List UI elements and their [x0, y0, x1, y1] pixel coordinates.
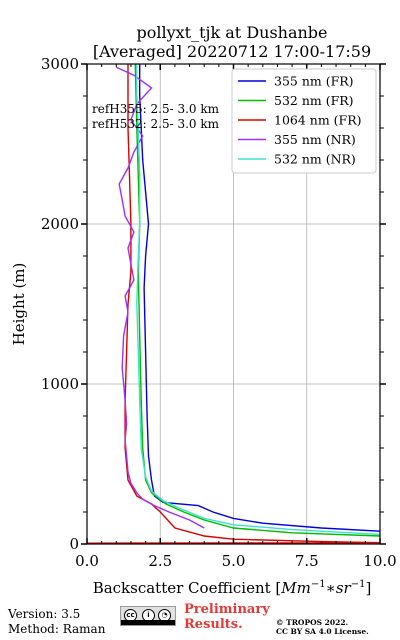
legend-label-3: 355 nm (NR) — [274, 132, 356, 147]
series-line-4 — [136, 64, 380, 536]
legend-label-1: 532 nm (FR) — [274, 93, 354, 108]
legend-label-2: 1064 nm (FR) — [274, 113, 362, 128]
preliminary-line-1: Preliminary — [184, 602, 270, 617]
y-tick-label-3: 3000 — [41, 55, 79, 73]
chart-title-line-2: [Averaged] 20220712 17:00-17:59 — [92, 42, 372, 61]
backscatter-profile-chart: 0.0 2.5 5.0 7.5 10.0 0 1000 2000 3000 refH355: 2… — [10, 55, 397, 597]
legend: 355 nm (FR) 532 nm (FR) 1064 nm (FR) 355 nm… — [231, 68, 377, 174]
annotation-refh355: refH355: 2.5- 3.0 km — [92, 102, 220, 116]
legend-box — [231, 68, 377, 174]
y-axis-label: Height (m) — [10, 263, 28, 346]
y-tick-label-1: 1000 — [41, 375, 79, 393]
preliminary-line-2: Results. — [184, 617, 243, 632]
x-axis-label-mid: ∗sr — [326, 579, 352, 597]
y-tick-label-2: 2000 — [41, 215, 79, 233]
legend-label-4: 532 nm (NR) — [274, 152, 356, 167]
x-axis-label-suffix: ] — [365, 579, 371, 597]
x-tick-label-3: 7.5 — [295, 552, 319, 570]
version-text: Version: 3.5 — [8, 607, 81, 621]
x-axis-label-prefix: Backscatter Coefficient [ — [93, 579, 282, 597]
x-axis-label-exp1: −1 — [311, 579, 326, 590]
tropos-line-1: © TROPOS 2022. — [276, 618, 349, 627]
legend-label-0: 355 nm (FR) — [274, 74, 354, 89]
x-tick-label-4: 10.0 — [363, 552, 396, 570]
tropos-copyright: © TROPOS 2022. CC BY SA 4.0 License. — [276, 618, 369, 636]
chart-title-line-1: pollyxt_tjk at Dushanbe — [136, 23, 328, 42]
cc-license-icon: cc i ◔ — [120, 606, 176, 626]
method-text: Method: Raman — [8, 622, 106, 636]
axis-ticks: 0.0 2.5 5.0 7.5 10.0 0 1000 2000 3000 — [41, 55, 397, 570]
annotation-refh532: refH532: 2.5- 3.0 km — [92, 117, 220, 131]
x-axis-label: Backscatter Coefficient [Mm−1∗sr−1] — [93, 579, 372, 597]
x-tick-label-0: 0.0 — [75, 552, 99, 570]
series-line-0 — [138, 64, 380, 532]
x-tick-label-1: 2.5 — [148, 552, 172, 570]
series-line-3 — [116, 66, 205, 529]
y-tick-label-0: 0 — [69, 535, 79, 553]
x-axis-label-exp2: −1 — [351, 579, 366, 590]
tropos-line-2: CC BY SA 4.0 License. — [276, 627, 369, 636]
preliminary-results-note: Preliminary Results. — [184, 602, 270, 632]
x-axis-label-unit: Mm — [280, 579, 311, 597]
x-tick-label-2: 5.0 — [222, 552, 246, 570]
